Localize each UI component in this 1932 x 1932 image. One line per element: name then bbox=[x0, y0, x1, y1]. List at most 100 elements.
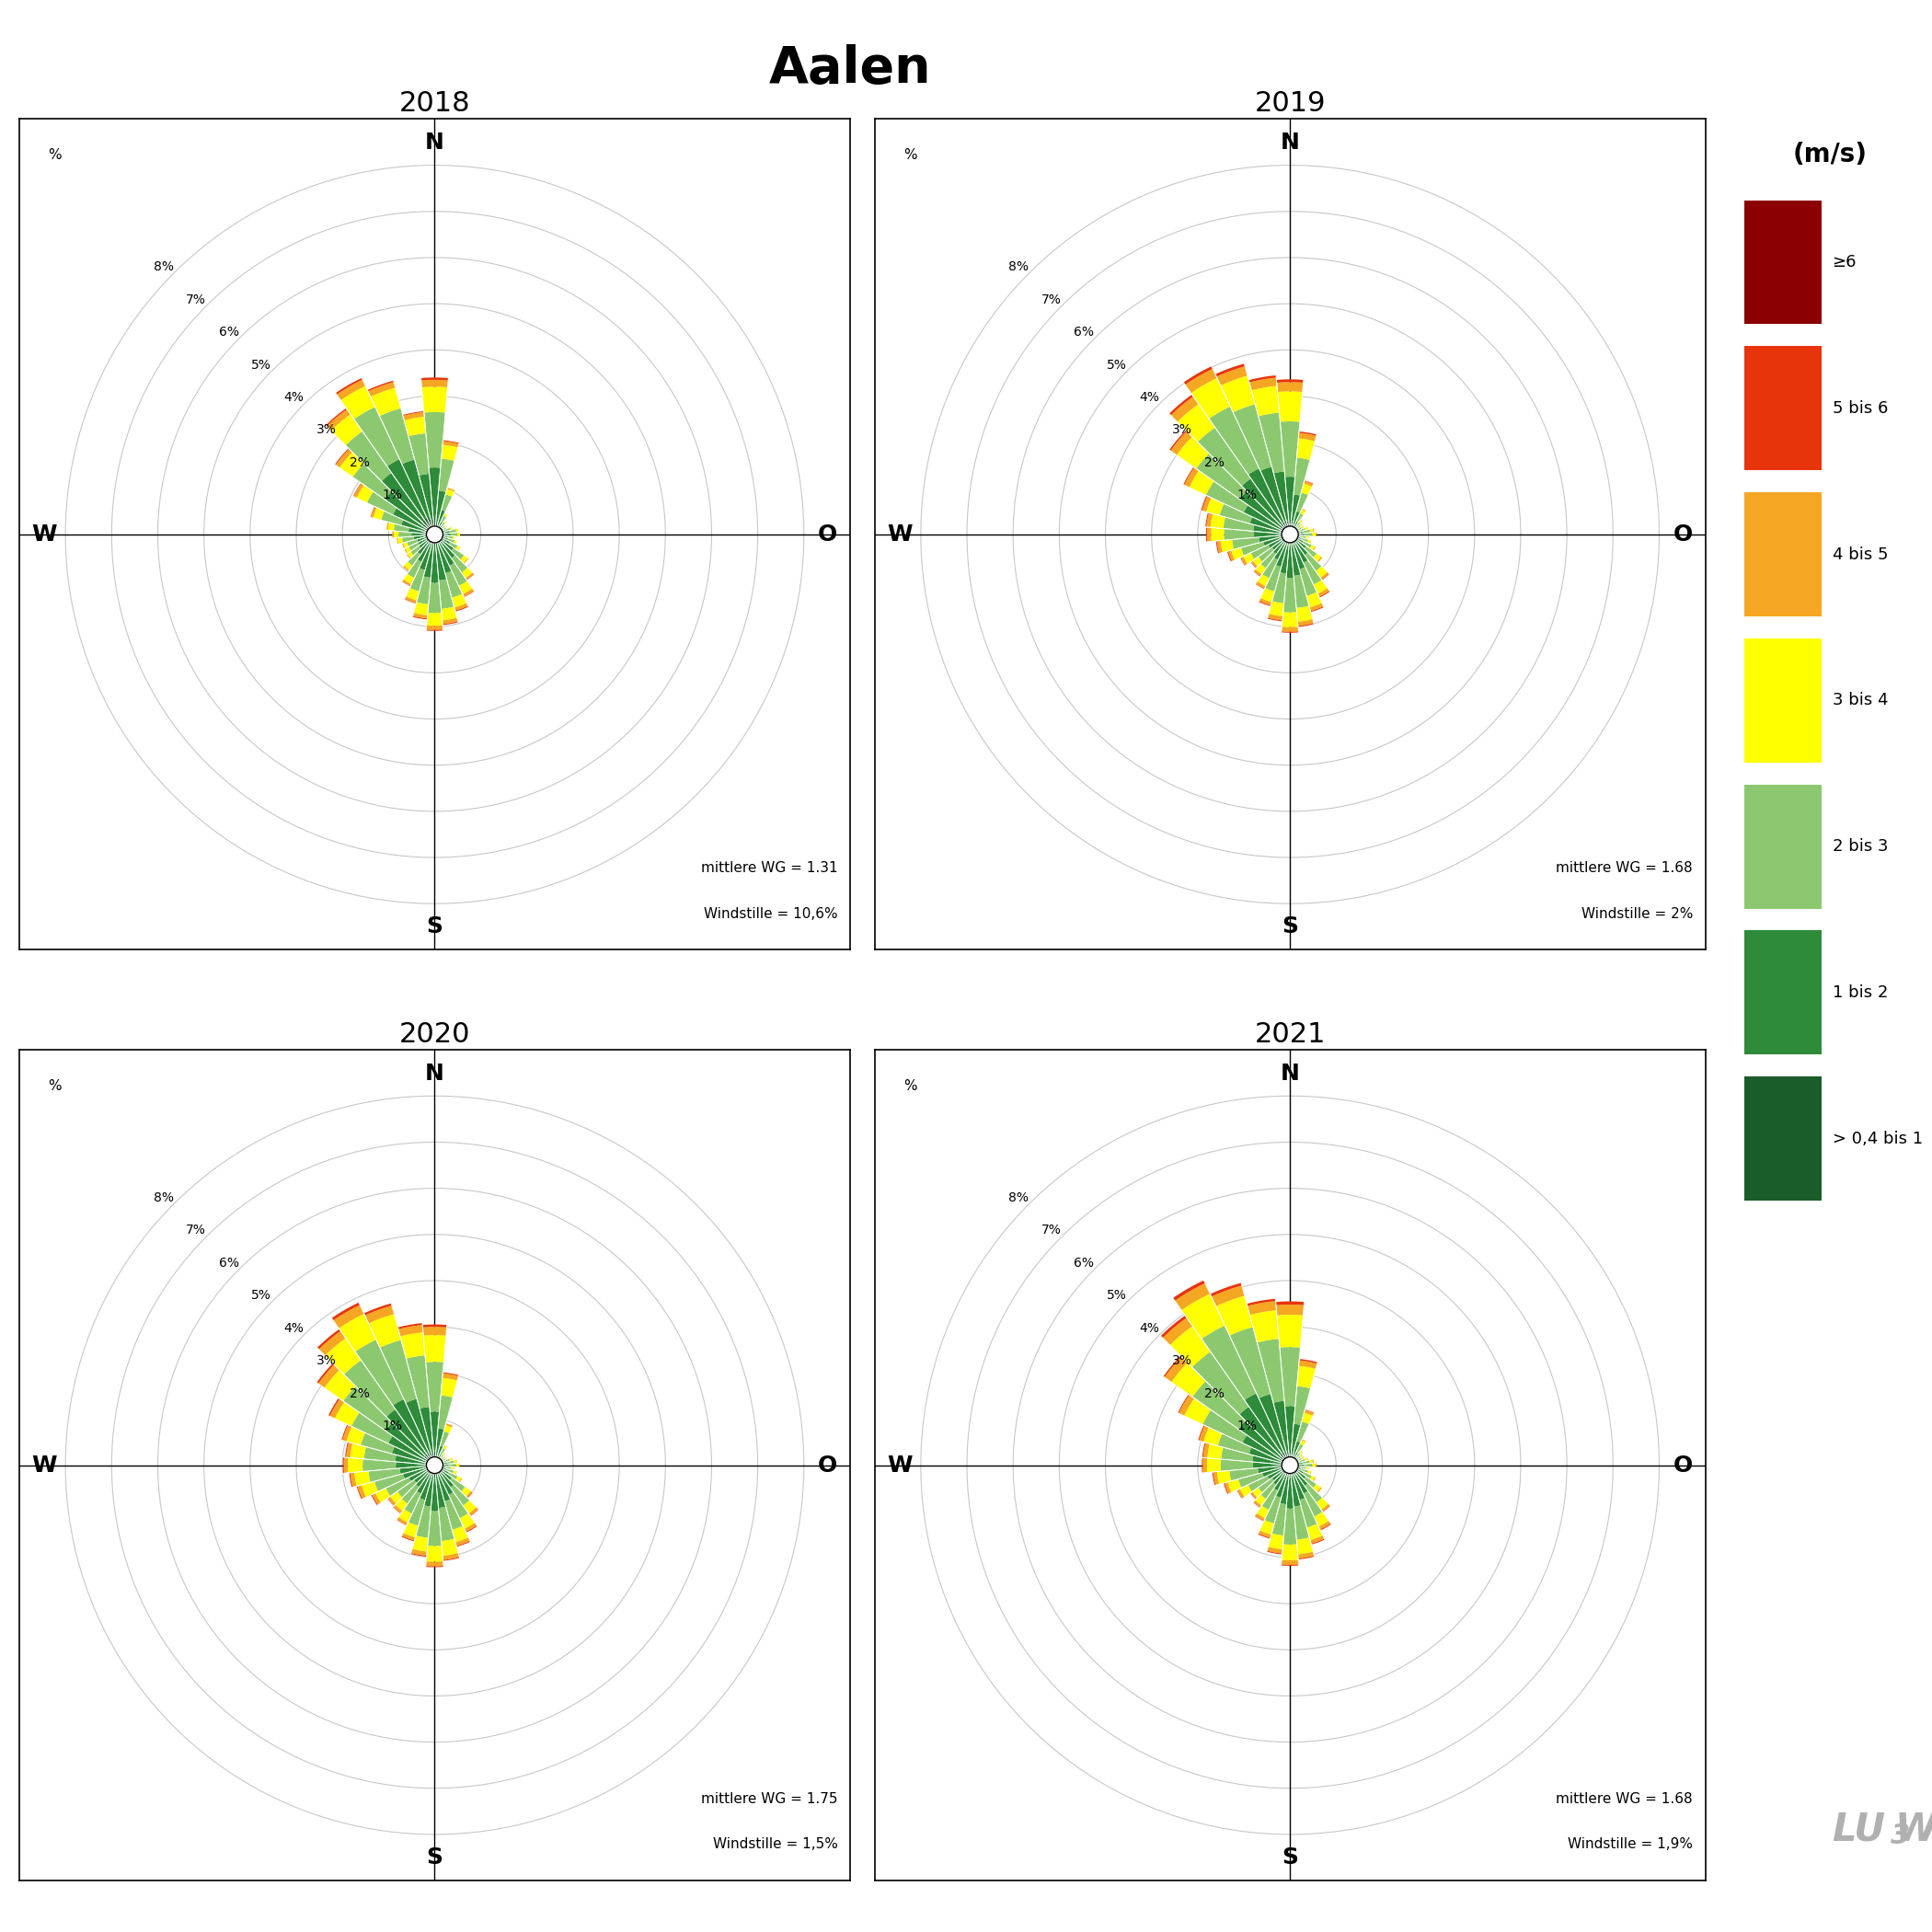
Polygon shape bbox=[1281, 524, 1291, 535]
Polygon shape bbox=[435, 1464, 440, 1472]
Polygon shape bbox=[1291, 535, 1294, 543]
Bar bbox=[1745, 493, 1822, 616]
Polygon shape bbox=[421, 377, 448, 381]
Polygon shape bbox=[1298, 618, 1314, 626]
Polygon shape bbox=[1258, 1478, 1275, 1493]
Polygon shape bbox=[402, 582, 412, 585]
Polygon shape bbox=[1279, 526, 1291, 535]
Polygon shape bbox=[1271, 1503, 1287, 1536]
Polygon shape bbox=[1258, 1534, 1271, 1538]
Polygon shape bbox=[1298, 1555, 1314, 1559]
Polygon shape bbox=[435, 531, 437, 535]
Polygon shape bbox=[425, 1457, 435, 1464]
Polygon shape bbox=[1304, 1484, 1321, 1503]
Polygon shape bbox=[1279, 1347, 1300, 1406]
Polygon shape bbox=[1318, 556, 1323, 562]
Polygon shape bbox=[439, 1463, 446, 1464]
Polygon shape bbox=[410, 543, 419, 551]
Polygon shape bbox=[442, 618, 458, 624]
Polygon shape bbox=[1294, 1468, 1306, 1478]
Polygon shape bbox=[435, 535, 440, 543]
Polygon shape bbox=[1296, 1422, 1310, 1443]
Polygon shape bbox=[413, 603, 429, 614]
Polygon shape bbox=[435, 1464, 440, 1470]
Polygon shape bbox=[1267, 614, 1283, 620]
Polygon shape bbox=[1293, 1441, 1300, 1459]
Polygon shape bbox=[1310, 527, 1314, 533]
Polygon shape bbox=[1246, 1298, 1275, 1306]
Polygon shape bbox=[446, 1424, 452, 1428]
Polygon shape bbox=[1242, 479, 1283, 526]
Polygon shape bbox=[413, 616, 427, 620]
Polygon shape bbox=[1240, 1406, 1283, 1455]
Polygon shape bbox=[408, 551, 413, 558]
Polygon shape bbox=[1254, 526, 1281, 533]
Polygon shape bbox=[1285, 1464, 1291, 1470]
Polygon shape bbox=[1273, 539, 1287, 554]
Text: 4%: 4% bbox=[284, 390, 303, 404]
Polygon shape bbox=[1291, 531, 1293, 535]
Polygon shape bbox=[1291, 531, 1293, 535]
Polygon shape bbox=[1291, 527, 1293, 535]
Text: S: S bbox=[427, 1845, 442, 1868]
Text: 2%: 2% bbox=[350, 1387, 369, 1401]
Polygon shape bbox=[1287, 1464, 1291, 1474]
Polygon shape bbox=[1260, 587, 1275, 603]
Polygon shape bbox=[1285, 1464, 1291, 1468]
Polygon shape bbox=[1252, 556, 1264, 566]
Polygon shape bbox=[336, 379, 363, 394]
Polygon shape bbox=[417, 539, 431, 554]
Polygon shape bbox=[408, 433, 429, 475]
Text: 8%: 8% bbox=[153, 261, 174, 272]
Polygon shape bbox=[342, 1424, 348, 1441]
Polygon shape bbox=[1275, 1302, 1304, 1306]
Polygon shape bbox=[452, 554, 468, 572]
Polygon shape bbox=[1291, 1474, 1300, 1507]
Polygon shape bbox=[1208, 527, 1211, 541]
Polygon shape bbox=[1256, 582, 1265, 589]
Polygon shape bbox=[1179, 1395, 1194, 1416]
Text: Windstille = 1,9%: Windstille = 1,9% bbox=[1567, 1837, 1692, 1851]
Text: 5%: 5% bbox=[1107, 1289, 1126, 1302]
Polygon shape bbox=[415, 1505, 431, 1538]
Polygon shape bbox=[1320, 1520, 1331, 1530]
Polygon shape bbox=[469, 1509, 479, 1517]
Polygon shape bbox=[435, 1463, 437, 1464]
Polygon shape bbox=[346, 1441, 354, 1459]
Polygon shape bbox=[425, 527, 435, 535]
Polygon shape bbox=[388, 1497, 396, 1505]
Polygon shape bbox=[439, 529, 442, 533]
Polygon shape bbox=[1281, 535, 1291, 537]
Polygon shape bbox=[1240, 556, 1248, 566]
Bar bbox=[1745, 931, 1822, 1055]
Polygon shape bbox=[1204, 1457, 1208, 1472]
Polygon shape bbox=[1285, 535, 1291, 539]
Polygon shape bbox=[456, 1476, 462, 1482]
Polygon shape bbox=[1306, 1524, 1323, 1540]
Polygon shape bbox=[1294, 537, 1304, 543]
Polygon shape bbox=[440, 607, 458, 620]
Polygon shape bbox=[429, 1453, 435, 1464]
Polygon shape bbox=[439, 537, 450, 545]
Circle shape bbox=[1281, 1457, 1298, 1474]
Polygon shape bbox=[354, 1470, 371, 1486]
Text: mittlere WG = 1.68: mittlere WG = 1.68 bbox=[1555, 1793, 1692, 1806]
Polygon shape bbox=[402, 412, 423, 415]
Polygon shape bbox=[439, 1466, 446, 1470]
Polygon shape bbox=[1221, 539, 1235, 553]
Polygon shape bbox=[1202, 1410, 1246, 1443]
Polygon shape bbox=[1296, 526, 1300, 529]
Polygon shape bbox=[1254, 1513, 1265, 1520]
Polygon shape bbox=[415, 1470, 431, 1488]
Polygon shape bbox=[365, 1306, 394, 1323]
Polygon shape bbox=[1169, 431, 1186, 450]
Polygon shape bbox=[1298, 624, 1314, 626]
Polygon shape bbox=[1306, 591, 1321, 607]
Polygon shape bbox=[431, 520, 435, 535]
Polygon shape bbox=[1208, 1459, 1221, 1472]
Polygon shape bbox=[357, 1486, 365, 1499]
Polygon shape bbox=[325, 1339, 361, 1374]
Polygon shape bbox=[427, 533, 435, 535]
Polygon shape bbox=[1225, 1482, 1231, 1493]
Polygon shape bbox=[330, 1399, 344, 1418]
